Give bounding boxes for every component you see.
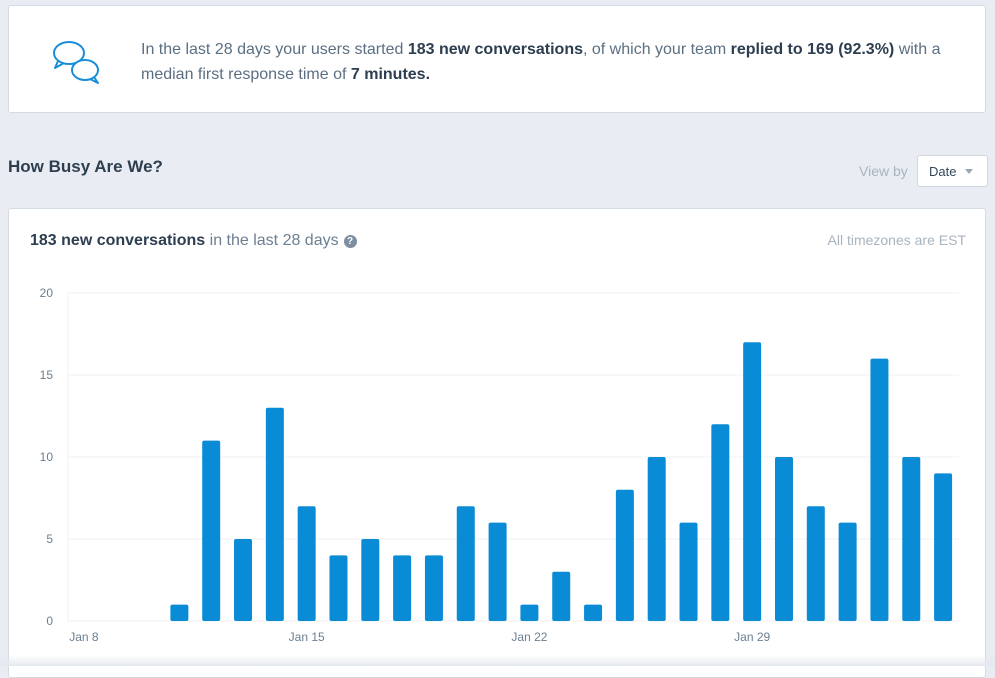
y-tick-label: 15 — [40, 368, 54, 382]
conversations-icon — [53, 41, 99, 84]
x-tick-label: Jan 22 — [511, 630, 547, 644]
bar — [329, 555, 348, 621]
bar — [393, 555, 412, 621]
bar — [361, 539, 380, 621]
bar — [711, 424, 730, 621]
bar — [870, 358, 889, 621]
summary-replied: replied to 169 (92.3%) — [730, 41, 895, 58]
summary-part-2: , of which your team — [583, 41, 731, 58]
summary-part-3: with a median first response time of — [141, 41, 941, 83]
section-title: How Busy Are We? — [8, 157, 163, 176]
summary-conversations: 183 new conversations — [407, 41, 583, 58]
bar — [234, 539, 253, 621]
bar — [456, 506, 475, 621]
chart-title-count: 183 new conversations — [30, 232, 206, 249]
bar-chart: 0 5 10 15 20 Jan 8 Jan 15 Jan 22 Jan 29 — [40, 286, 959, 644]
bar — [584, 604, 603, 621]
y-tick-label: 0 — [46, 614, 53, 628]
x-tick-label: Jan 15 — [289, 630, 325, 644]
bar — [615, 489, 634, 621]
summary-part-1: In the last 28 days your users started — [141, 41, 408, 58]
x-tick-label: Jan 29 — [734, 630, 770, 644]
bar — [552, 571, 571, 621]
view-by-dropdown[interactable]: Date — [917, 155, 988, 187]
bar — [902, 457, 921, 621]
chevron-down-icon — [965, 169, 973, 174]
bar — [838, 522, 857, 621]
view-by-label: View by — [859, 163, 908, 179]
bar — [520, 604, 539, 621]
help-icon[interactable]: ? — [343, 235, 357, 248]
timezone-note: All timezones are EST — [827, 232, 967, 248]
bar — [647, 457, 666, 621]
chart-card: 183 new conversations in the last 28 day… — [8, 208, 986, 678]
bottom-fade — [0, 655, 995, 666]
bar — [202, 440, 221, 621]
bar — [170, 604, 189, 621]
y-tick-label: 10 — [40, 450, 54, 464]
bar — [488, 522, 507, 621]
summary-response-time: 7 minutes. — [350, 66, 431, 83]
bar — [934, 473, 953, 621]
bar — [774, 457, 793, 621]
summary-text: In the last 28 days your users started 1… — [141, 37, 971, 87]
y-tick-label: 5 — [46, 532, 53, 546]
x-tick-label: Jan 8 — [69, 630, 99, 644]
bar — [679, 522, 698, 621]
view-by-value: Date — [929, 164, 957, 179]
bar — [424, 555, 443, 621]
bar — [806, 506, 825, 621]
chart-title: 183 new conversations in the last 28 day… — [30, 232, 357, 250]
y-tick-label: 20 — [40, 286, 54, 300]
bar — [743, 342, 762, 621]
bar — [297, 506, 316, 621]
chart-title-suffix: in the last 28 days — [205, 232, 339, 249]
bar — [265, 407, 284, 621]
summary-card: In the last 28 days your users started 1… — [8, 5, 986, 113]
